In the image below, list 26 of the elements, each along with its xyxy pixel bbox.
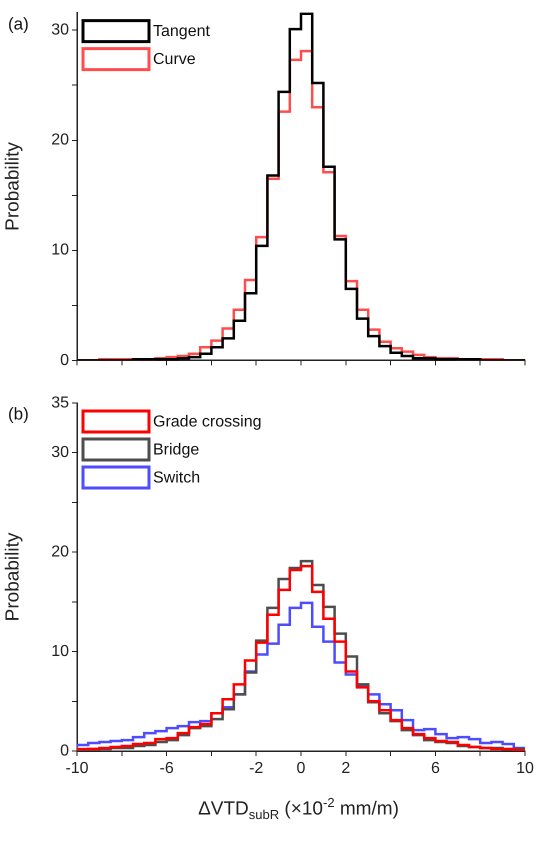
y-tick-label: 30 <box>51 22 70 39</box>
y-tick-label: 30 <box>51 444 70 462</box>
legend-label: Grade crossing <box>153 413 262 430</box>
y-axis-title: Probability <box>2 142 24 231</box>
x-tick-label: -2 <box>249 760 264 778</box>
x-axis-title: ΔVTD$_{subR}$ (×10$^{-2}$ mm/m) <box>197 795 400 822</box>
y-tick-label: 20 <box>51 544 70 561</box>
text: (b) <box>8 404 29 424</box>
x-tick-label: 10 <box>516 760 534 778</box>
y-tick-label: 20 <box>51 132 70 149</box>
legend-label: Bridge <box>153 441 200 458</box>
y-tick-label: 0 <box>60 352 70 369</box>
y-axis-title: Probability <box>2 532 24 622</box>
legend-label: Tangent <box>153 23 210 40</box>
x-tick-label: -10 <box>65 760 89 778</box>
y-tick-label: 10 <box>51 242 70 259</box>
y-tick-label: 35 <box>51 394 70 412</box>
y-tick-label: 10 <box>51 642 70 660</box>
legend-label: Curve <box>153 51 196 68</box>
y-tick-label: 0 <box>60 742 70 760</box>
x-tick-label: 2 <box>341 760 350 778</box>
legend-label: Switch <box>153 469 200 486</box>
x-tick-label: -6 <box>159 760 174 778</box>
x-tick-label: 0 <box>296 760 306 778</box>
text: (a) <box>8 14 29 34</box>
x-tick-label: 6 <box>430 760 440 778</box>
